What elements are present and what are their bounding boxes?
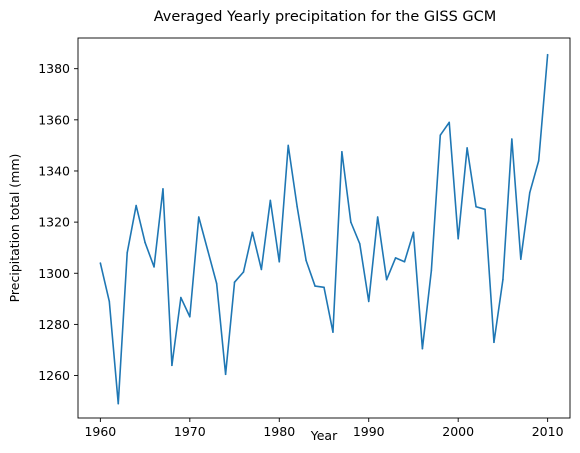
y-tick-label: 1280 bbox=[38, 317, 70, 332]
series-line bbox=[99, 54, 549, 405]
data-point-1995 bbox=[412, 231, 415, 234]
data-point-1989 bbox=[358, 243, 361, 245]
data-point-1963 bbox=[126, 252, 128, 254]
x-tick-label: 2010 bbox=[532, 424, 564, 439]
data-point-1987 bbox=[341, 151, 343, 153]
data-point-1994 bbox=[403, 260, 406, 263]
data-point-1967 bbox=[162, 188, 164, 190]
data-point-1999 bbox=[448, 121, 451, 124]
plot-frame bbox=[77, 37, 571, 419]
data-point-1969 bbox=[180, 296, 182, 299]
x-tick-label: 2000 bbox=[442, 424, 474, 439]
data-point-1968 bbox=[171, 364, 173, 367]
x-tick-label: 1990 bbox=[353, 424, 385, 439]
data-point-1977 bbox=[251, 231, 254, 234]
data-point-2006 bbox=[511, 138, 513, 140]
data-point-2000 bbox=[457, 237, 459, 240]
data-point-1991 bbox=[376, 216, 379, 218]
y-tick-label: 1300 bbox=[38, 266, 70, 281]
data-point-1970 bbox=[189, 315, 191, 318]
y-tick-label: 1260 bbox=[38, 368, 70, 383]
data-point-2010 bbox=[546, 53, 549, 56]
data-point-1983 bbox=[305, 259, 307, 262]
data-point-1992 bbox=[385, 278, 388, 281]
data-point-1986 bbox=[332, 331, 334, 333]
data-point-2009 bbox=[537, 159, 540, 162]
data-point-1962 bbox=[117, 402, 120, 405]
data-point-1980 bbox=[278, 260, 281, 263]
data-point-1996 bbox=[421, 347, 424, 350]
data-point-2008 bbox=[528, 191, 531, 194]
data-point-1981 bbox=[287, 144, 290, 147]
y-tick-label: 1360 bbox=[38, 112, 70, 127]
data-point-1978 bbox=[260, 268, 263, 271]
x-tick-label: 1980 bbox=[263, 424, 295, 439]
y-tick-label: 1340 bbox=[38, 163, 70, 178]
data-point-2005 bbox=[502, 278, 504, 281]
x-tick-label: 1960 bbox=[84, 424, 116, 439]
data-point-1961 bbox=[108, 300, 111, 303]
y-axis-label: Precipitation total (mm) bbox=[7, 154, 22, 303]
x-tick-label: 1970 bbox=[174, 424, 206, 439]
data-point-1966 bbox=[153, 266, 155, 268]
data-point-1971 bbox=[197, 216, 200, 218]
data-point-2007 bbox=[520, 258, 522, 261]
data-point-1960 bbox=[99, 262, 102, 264]
data-point-1984 bbox=[314, 285, 316, 287]
data-point-1988 bbox=[350, 221, 352, 223]
data-point-2001 bbox=[466, 147, 468, 149]
data-point-1976 bbox=[242, 271, 245, 273]
data-point-1998 bbox=[439, 134, 442, 136]
data-point-1979 bbox=[269, 199, 272, 202]
chart-title: Averaged Yearly precipitation for the GI… bbox=[154, 9, 497, 25]
data-points bbox=[99, 53, 549, 405]
data-point-1965 bbox=[144, 241, 146, 244]
data-point-1964 bbox=[135, 204, 137, 207]
data-point-1990 bbox=[367, 300, 370, 303]
data-point-1975 bbox=[233, 281, 236, 284]
y-tick-label: 1320 bbox=[38, 215, 70, 230]
y-tick-label: 1380 bbox=[38, 61, 70, 76]
data-point-1974 bbox=[224, 373, 227, 376]
data-point-1997 bbox=[430, 269, 433, 272]
data-point-2002 bbox=[475, 205, 477, 208]
data-point-2003 bbox=[484, 208, 486, 211]
data-point-1972 bbox=[206, 249, 209, 252]
data-point-1973 bbox=[215, 282, 218, 285]
data-point-1993 bbox=[394, 257, 397, 259]
data-point-1985 bbox=[323, 286, 325, 289]
x-axis: 1960 1970 1980 1990 2000 2010 bbox=[84, 418, 564, 439]
x-axis-label: Year bbox=[310, 428, 338, 443]
data-point-2004 bbox=[493, 341, 495, 344]
data-point-1982 bbox=[296, 205, 298, 208]
y-axis: 1260 1280 1300 1320 1340 1360 1380 bbox=[38, 61, 78, 383]
